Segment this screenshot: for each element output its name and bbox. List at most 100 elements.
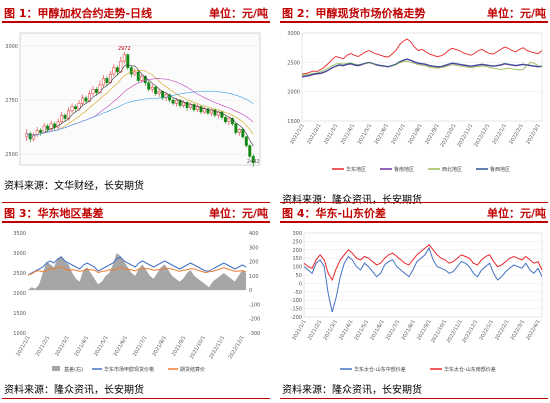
candle-body bbox=[248, 145, 252, 157]
candle-body bbox=[32, 134, 36, 140]
candle-body bbox=[223, 117, 227, 122]
x-tick-label: 2022/2/1 bbox=[508, 123, 524, 145]
x-tick-label: 2021/2/1 bbox=[35, 335, 51, 357]
peak-price-label: 2972 bbox=[118, 46, 131, 52]
x-tick-label: 2022/3/1 bbox=[510, 319, 526, 341]
candle-body bbox=[133, 71, 137, 75]
x-tick-label: 2021/7/1 bbox=[390, 123, 406, 145]
y-tick-label-right: -200 bbox=[249, 317, 260, 323]
chart-1-candlestick: 2500 2750 3000 2972 2442 bbox=[5, 32, 261, 167]
series-line bbox=[303, 244, 543, 282]
series-line bbox=[27, 265, 247, 276]
candle-body bbox=[178, 99, 182, 106]
candle-body bbox=[143, 76, 147, 84]
candle-body bbox=[147, 82, 151, 90]
panel-4-title: 图 4：华东-山东价差 bbox=[282, 207, 387, 220]
y-tick-label: 2500 bbox=[5, 152, 18, 158]
candle-body bbox=[203, 108, 206, 113]
panel-3-footer-rule bbox=[2, 398, 270, 399]
x-tick-label: 2022/2/1 bbox=[494, 319, 510, 341]
panel-3-source: 资料来源：隆众资讯，长安期货 bbox=[4, 385, 144, 396]
candle-body bbox=[119, 60, 123, 73]
x-tick-label: 2021/8/1 bbox=[151, 335, 167, 357]
candle-body bbox=[42, 125, 46, 133]
y-tick-label: -150 bbox=[291, 307, 302, 313]
y-tick-label-right: -300 bbox=[249, 331, 260, 337]
panel-3-header: 图 3：华东地区基差 单位：元/吨 bbox=[2, 203, 270, 223]
panel-1-unit: 单位：元/吨 bbox=[208, 7, 268, 20]
x-tick-label: 2021/3/1 bbox=[323, 319, 339, 341]
moving-average-line bbox=[26, 69, 254, 137]
panel-1-title: 图 1：甲醇加权合约走势-日线 bbox=[4, 7, 153, 20]
x-tick-label: 2021/8/1 bbox=[401, 319, 417, 341]
candle-body bbox=[115, 67, 119, 73]
candle-body bbox=[251, 156, 255, 164]
legend-label: 华东太仓-山东中部价差 bbox=[354, 366, 406, 373]
y-tick-label-right: 200 bbox=[249, 260, 259, 266]
candle-body bbox=[63, 114, 67, 119]
x-tick-label: 2021/1/1 bbox=[15, 335, 31, 357]
y-tick-label-left: 2000 bbox=[13, 291, 26, 297]
x-tick-label: 2021/10/1 bbox=[189, 335, 207, 360]
candle-body bbox=[206, 108, 210, 114]
series-line bbox=[303, 246, 543, 313]
candle-body bbox=[175, 99, 179, 104]
x-tick-label: 2021/9/1 bbox=[424, 123, 440, 145]
candle-body bbox=[199, 106, 203, 113]
candle-body bbox=[84, 97, 88, 102]
panel-4: 图 4：华东-山东价差 单位：元/吨 -200 -150 -100 -50 0 50 100… bbox=[280, 203, 548, 398]
series-line bbox=[301, 60, 543, 76]
panel-2: 图 2：甲醇现货市场价格走势 单位：元/吨 1500 2000 2500 3000 20… bbox=[280, 3, 548, 206]
candle-body bbox=[168, 94, 172, 101]
candle-body bbox=[230, 118, 234, 125]
x-tick-label: 2022/11/1 bbox=[208, 335, 226, 360]
legend-label: 鲁西地区 bbox=[490, 166, 510, 173]
candle-body bbox=[105, 78, 109, 84]
series-line bbox=[301, 58, 543, 78]
y-tick-label: 2000 bbox=[287, 90, 300, 96]
candle-body bbox=[185, 101, 189, 108]
y-tick-label: 3000 bbox=[287, 31, 300, 37]
y-tick-label: 50 bbox=[296, 273, 302, 279]
candle-body bbox=[220, 111, 224, 118]
y-tick-label: 100 bbox=[292, 265, 302, 271]
candle-body bbox=[150, 86, 154, 90]
x-tick-label: 2022/4/1 bbox=[525, 319, 541, 341]
legend-label: 西北地区 bbox=[442, 166, 462, 173]
panel-2-header: 图 2：甲醇现货市场价格走势 单位：元/吨 bbox=[280, 3, 548, 23]
y-tick-label-right: 0 bbox=[249, 288, 252, 294]
candle-body bbox=[81, 97, 84, 104]
legend-label: 期货结算价 bbox=[180, 366, 205, 373]
x-tick-label: 2022/1/1 bbox=[479, 319, 495, 341]
chart-4-spread: -200 -150 -100 -50 0 50 100 150 200 250 300 2021/1/… bbox=[291, 231, 543, 373]
legend-label: 华东地区 bbox=[346, 166, 366, 173]
x-tick-label: 2022/11/1 bbox=[456, 123, 474, 148]
panel-4-source: 资料来源：隆众资讯，长安期货 bbox=[282, 385, 422, 396]
x-tick-label: 2021/6/1 bbox=[374, 123, 390, 145]
y-tick-label-right: 300 bbox=[249, 245, 259, 251]
x-tick-label: 2021/2/1 bbox=[307, 319, 323, 341]
low-price-label: 2442 bbox=[247, 159, 260, 165]
y-tick-label-right: 400 bbox=[249, 231, 259, 237]
chart-2-spot-prices: 1500 2000 2500 3000 2021/1/1 2021/2/1 2021/3/1… bbox=[287, 31, 543, 173]
candle-body bbox=[74, 106, 78, 109]
x-tick-label: 2021/9/1 bbox=[416, 319, 432, 341]
y-tick-label: 2500 bbox=[287, 60, 300, 66]
y-tick-label-left: 3500 bbox=[13, 231, 26, 237]
candle-body bbox=[140, 76, 144, 81]
candle-body bbox=[129, 67, 133, 75]
panel-4-unit: 单位：元/吨 bbox=[486, 207, 546, 220]
moving-average-line bbox=[26, 64, 254, 147]
x-tick-label: 2021/9/1 bbox=[171, 335, 187, 357]
y-tick-label-left: 1500 bbox=[13, 311, 26, 317]
candle-body bbox=[94, 89, 98, 93]
panel-1-header: 图 1：甲醇加权合约走势-日线 单位：元/吨 bbox=[2, 3, 270, 23]
y-tick-label-left: 1000 bbox=[13, 331, 26, 337]
series-line bbox=[27, 256, 247, 276]
panel-3-title: 图 3：华东地区基差 bbox=[4, 207, 104, 220]
y-tick-label: 0 bbox=[299, 281, 302, 287]
panel-2-title: 图 2：甲醇现货市场价格走势 bbox=[282, 7, 426, 20]
panel-3: 图 3：华东地区基差 单位：元/吨 1000 1500 2000 2500 3000 35… bbox=[2, 203, 270, 398]
candle-body bbox=[122, 54, 126, 62]
panel-1-footer-rule bbox=[2, 202, 270, 203]
